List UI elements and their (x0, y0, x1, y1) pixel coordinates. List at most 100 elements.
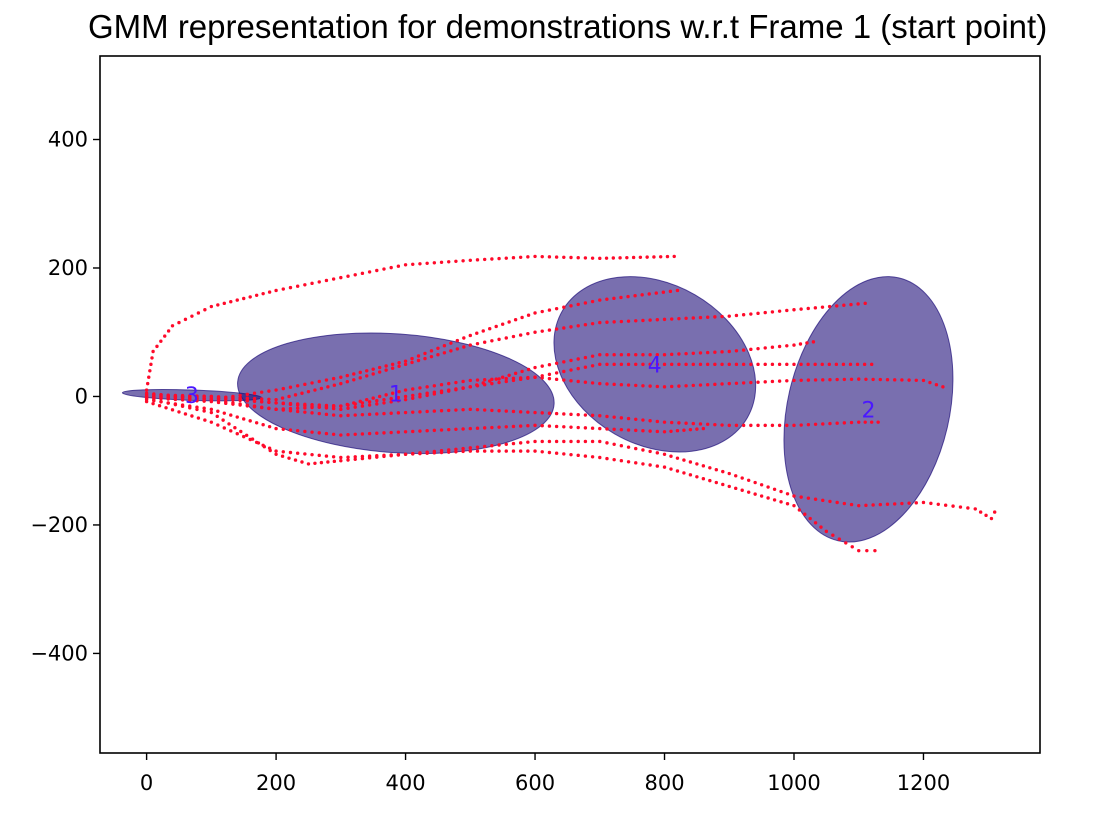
trajectory-point (705, 382, 710, 387)
trajectory-point (741, 362, 746, 367)
axes-frame (99, 55, 1041, 754)
trajectory-point (713, 382, 717, 387)
trajectory-point (196, 311, 201, 315)
trajectory-point (598, 362, 602, 367)
trajectory-point (727, 314, 731, 318)
trajectory-point (267, 397, 271, 402)
trajectory-point (695, 475, 699, 479)
trajectory-point (688, 427, 693, 432)
trajectory-point (332, 459, 337, 464)
trajectory-point (396, 430, 401, 434)
trajectory-point (590, 381, 595, 385)
trajectory-point (310, 430, 314, 434)
cluster-labels: 1 2 3 4 (185, 353, 876, 423)
trajectory-point (619, 353, 624, 357)
trajectory-point (461, 446, 465, 451)
trajectory-point (324, 405, 329, 409)
trajectory-point (397, 361, 401, 365)
trajectory-point (526, 255, 530, 259)
trajectory-point (331, 413, 336, 417)
trajectory-point (157, 404, 162, 408)
trajectory-point (612, 320, 616, 324)
trajectory-point (835, 304, 839, 308)
trajectory-point (857, 548, 861, 553)
trajectory-point (612, 382, 616, 387)
trajectory-point (749, 423, 753, 428)
trajectory-point (842, 421, 847, 425)
trajectory-point (439, 428, 444, 432)
trajectory-point (151, 401, 155, 406)
trajectory-point (360, 404, 365, 408)
trajectory-point (411, 410, 415, 414)
trajectory-point (475, 445, 480, 449)
trajectory-point (799, 362, 803, 367)
trajectory-point (785, 379, 789, 383)
trajectory-point (611, 256, 616, 260)
trajectory-point (173, 402, 178, 407)
trajectory-point (274, 397, 278, 402)
trajectory-point (562, 369, 566, 374)
trajectory-point (583, 365, 588, 369)
trajectory-point (436, 346, 440, 350)
trajectory-point (144, 396, 149, 401)
trajectory-point (695, 462, 699, 466)
trajectory-point (554, 424, 559, 429)
trajectory-point (540, 254, 544, 259)
trajectory-point (504, 336, 508, 340)
trajectory-point (806, 378, 811, 382)
trajectory-point (835, 377, 839, 382)
trajectory-point (590, 455, 595, 459)
trajectory-point (442, 351, 447, 355)
trajectory-point (554, 371, 559, 375)
trajectory-point (403, 359, 408, 363)
trajectory-point (770, 379, 775, 384)
trajectory-point (166, 395, 170, 400)
trajectory-point (857, 503, 861, 508)
cluster-label-1: 1 (389, 382, 403, 407)
trajectory-point (670, 352, 674, 357)
trajectory-point (288, 450, 293, 455)
trajectory-point (936, 502, 940, 507)
trajectory-point (346, 413, 350, 418)
trajectory-point (331, 376, 336, 381)
trajectory-point (447, 260, 451, 264)
trajectory-point (227, 422, 231, 426)
trajectory-point (831, 533, 835, 537)
trajectory-point (317, 405, 321, 409)
trajectory-point (770, 345, 775, 349)
trajectory-point (303, 406, 307, 410)
trajectory-point (235, 298, 239, 302)
trajectory-point (727, 471, 731, 476)
trajectory-point (353, 405, 357, 409)
trajectory-point (590, 299, 595, 304)
trajectory-point (389, 454, 393, 458)
trajectory-point (813, 378, 818, 382)
y-tick-label: −200 (30, 513, 88, 537)
trajectory-point (576, 302, 580, 307)
trajectory-point (159, 339, 163, 343)
trajectory-point (295, 406, 300, 410)
trajectory-point (842, 501, 847, 506)
trajectory-point (863, 420, 867, 424)
trajectory-point (224, 400, 228, 404)
trajectory-point (497, 409, 501, 413)
trajectory-point (248, 419, 252, 423)
trajectory-point (403, 397, 408, 402)
trajectory-point (423, 351, 427, 356)
trajectory-point (928, 380, 932, 385)
trajectory-point (727, 484, 731, 489)
trajectory-point (490, 257, 494, 261)
trajectory-point (655, 384, 660, 389)
trajectory-point (533, 423, 537, 428)
trajectory-point (598, 320, 602, 325)
trajectory-point (763, 380, 767, 384)
trajectory-point (507, 320, 511, 324)
trajectory-point (526, 375, 530, 380)
trajectory-point (834, 362, 839, 367)
trajectory-point (418, 410, 422, 414)
trajectory-point (360, 432, 365, 436)
trajectory-point (188, 396, 192, 401)
trajectory-point (720, 314, 724, 319)
trajectory-point (626, 383, 631, 387)
trajectory-point (365, 397, 369, 402)
